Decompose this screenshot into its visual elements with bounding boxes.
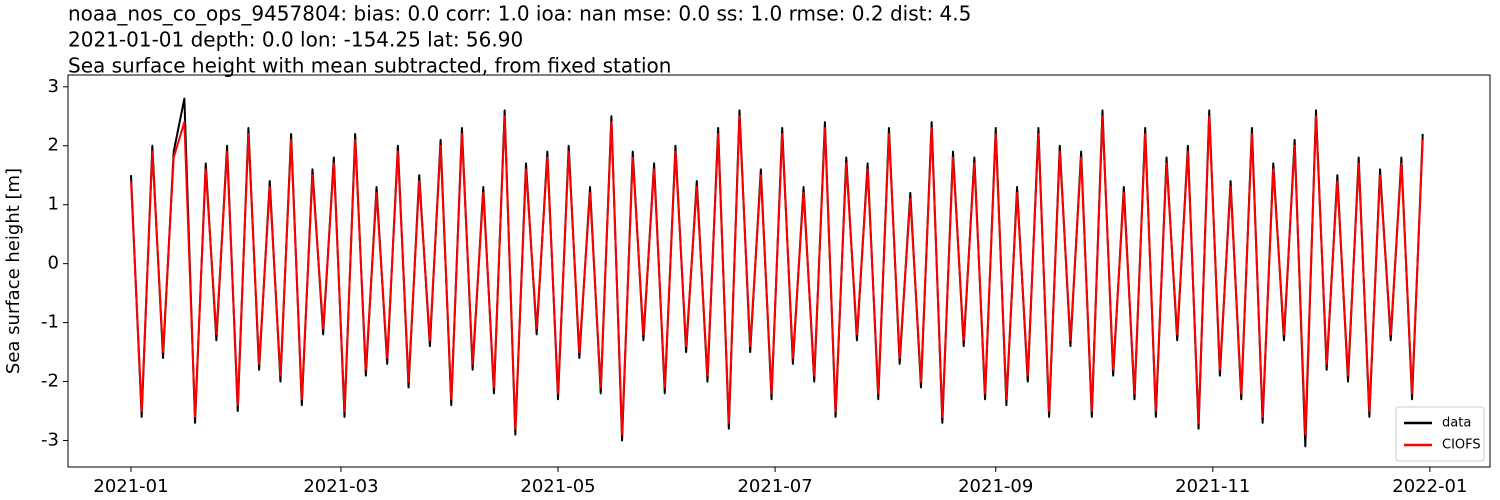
axes-frame (67, 74, 1491, 468)
x-tick-label: 2022-01 (1392, 476, 1467, 497)
y-tick-label: 1 (48, 194, 59, 215)
chart-subtitle: 2021-01-01 depth: 0.0 lon: -154.25 lat: … (68, 28, 523, 52)
series-line (129, 115, 1424, 436)
legend-box (1395, 406, 1485, 462)
chart-title: noaa_nos_co_ops_9457804: bias: 0.0 corr:… (68, 2, 971, 26)
x-tick-label: 2021-03 (303, 476, 378, 497)
y-tick-label: -1 (41, 312, 59, 333)
plot-area (129, 97, 1424, 448)
y-tick-label: -3 (41, 429, 59, 450)
y-tick-label: 0 (48, 253, 59, 274)
x-tick-label: 2021-05 (520, 476, 595, 497)
y-axis-label: Sea surface height [m] (3, 168, 24, 374)
x-tick-label: 2021-01 (93, 476, 168, 497)
x-tick-label: 2021-09 (958, 476, 1033, 497)
y-tick-label: 2 (48, 135, 59, 156)
chart-subtitle: Sea surface height with mean subtracted,… (68, 54, 671, 78)
legend-label: data (1442, 416, 1471, 431)
y-tick-label: -2 (41, 371, 59, 392)
x-tick-label: 2021-11 (1175, 476, 1250, 497)
x-tick-label: 2021-07 (737, 476, 812, 497)
y-tick-label: 3 (48, 76, 59, 97)
legend-label: CIOFS (1442, 438, 1481, 453)
